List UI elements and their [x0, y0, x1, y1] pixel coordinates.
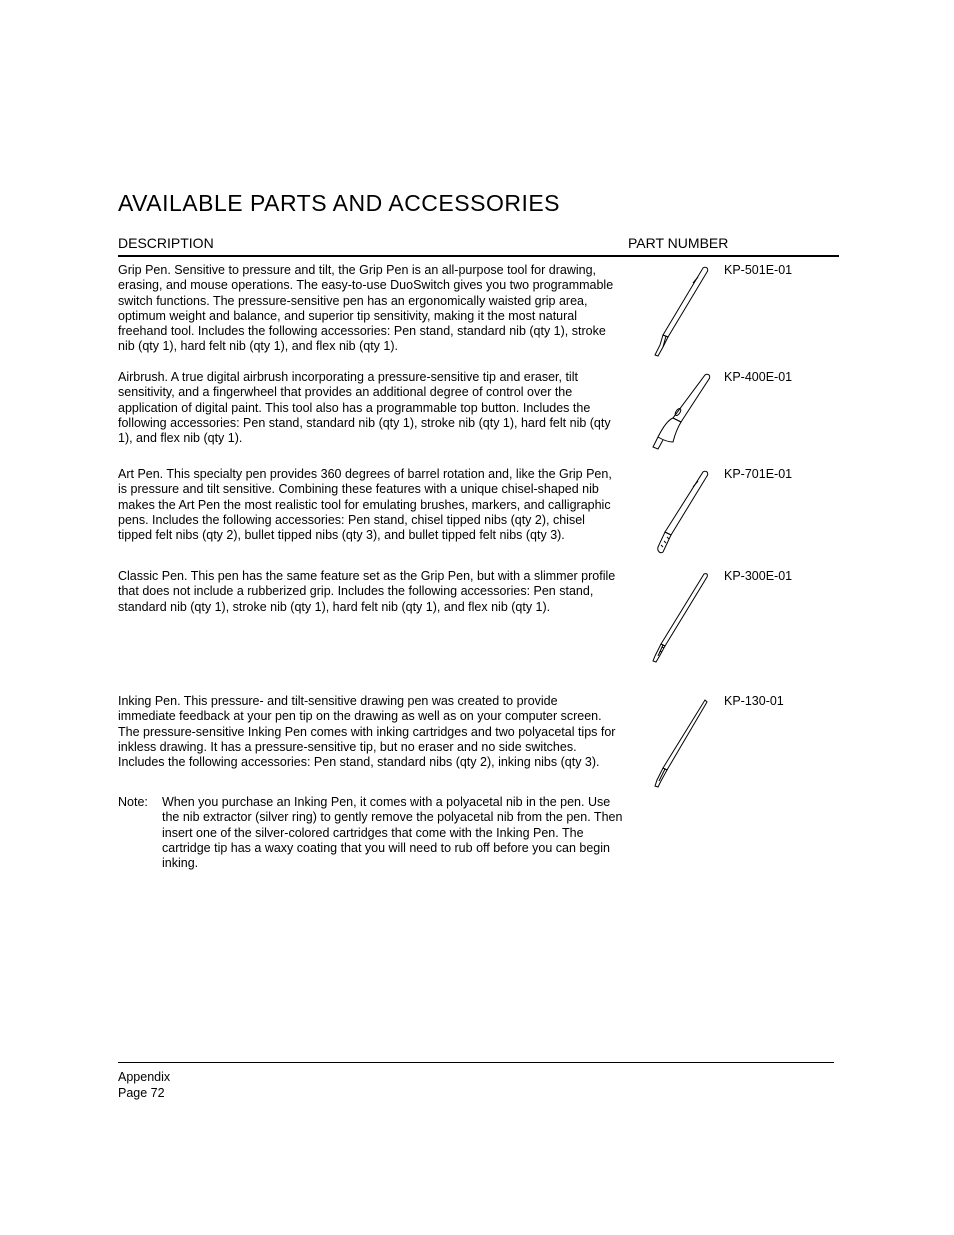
item-part-number: KP-701E-01	[718, 467, 839, 559]
header-description: DESCRIPTION	[118, 235, 628, 251]
item-part-number: KP-400E-01	[718, 370, 839, 457]
grip-pen-icon	[628, 263, 718, 360]
table-row: Art Pen. This specialty pen provides 360…	[118, 467, 839, 559]
art-pen-icon	[628, 467, 718, 559]
inking-pen-icon	[628, 694, 718, 791]
note: Note: When you purchase an Inking Pen, i…	[118, 795, 839, 871]
header-part-number: PART NUMBER	[628, 235, 839, 251]
table-row: Classic Pen. This pen has the same featu…	[118, 569, 839, 666]
item-description: Grip Pen. Sensitive to pressure and tilt…	[118, 263, 628, 360]
footer-page: Page 72	[118, 1085, 834, 1101]
item-part-number: KP-501E-01	[718, 263, 839, 360]
page-content: AVAILABLE PARTS AND ACCESSORIES DESCRIPT…	[0, 0, 954, 871]
item-description: Classic Pen. This pen has the same featu…	[118, 569, 628, 666]
item-part-number: KP-130-01	[718, 694, 839, 791]
item-description: Art Pen. This specialty pen provides 360…	[118, 467, 628, 559]
classic-pen-icon	[628, 569, 718, 666]
airbrush-icon	[628, 370, 718, 457]
page-title: AVAILABLE PARTS AND ACCESSORIES	[118, 190, 839, 217]
table-row: Grip Pen. Sensitive to pressure and tilt…	[118, 263, 839, 360]
note-body: When you purchase an Inking Pen, it come…	[162, 795, 628, 871]
item-part-number: KP-300E-01	[718, 569, 839, 666]
note-label: Note:	[118, 795, 162, 871]
table-header: DESCRIPTION PART NUMBER	[118, 235, 839, 257]
item-description: Inking Pen. This pressure- and tilt-sens…	[118, 694, 628, 791]
footer-section: Appendix	[118, 1069, 834, 1085]
item-description: Airbrush. A true digital airbrush incorp…	[118, 370, 628, 457]
page-footer: Appendix Page 72	[118, 1062, 834, 1102]
table-row: Airbrush. A true digital airbrush incorp…	[118, 370, 839, 457]
table-row: Inking Pen. This pressure- and tilt-sens…	[118, 694, 839, 791]
